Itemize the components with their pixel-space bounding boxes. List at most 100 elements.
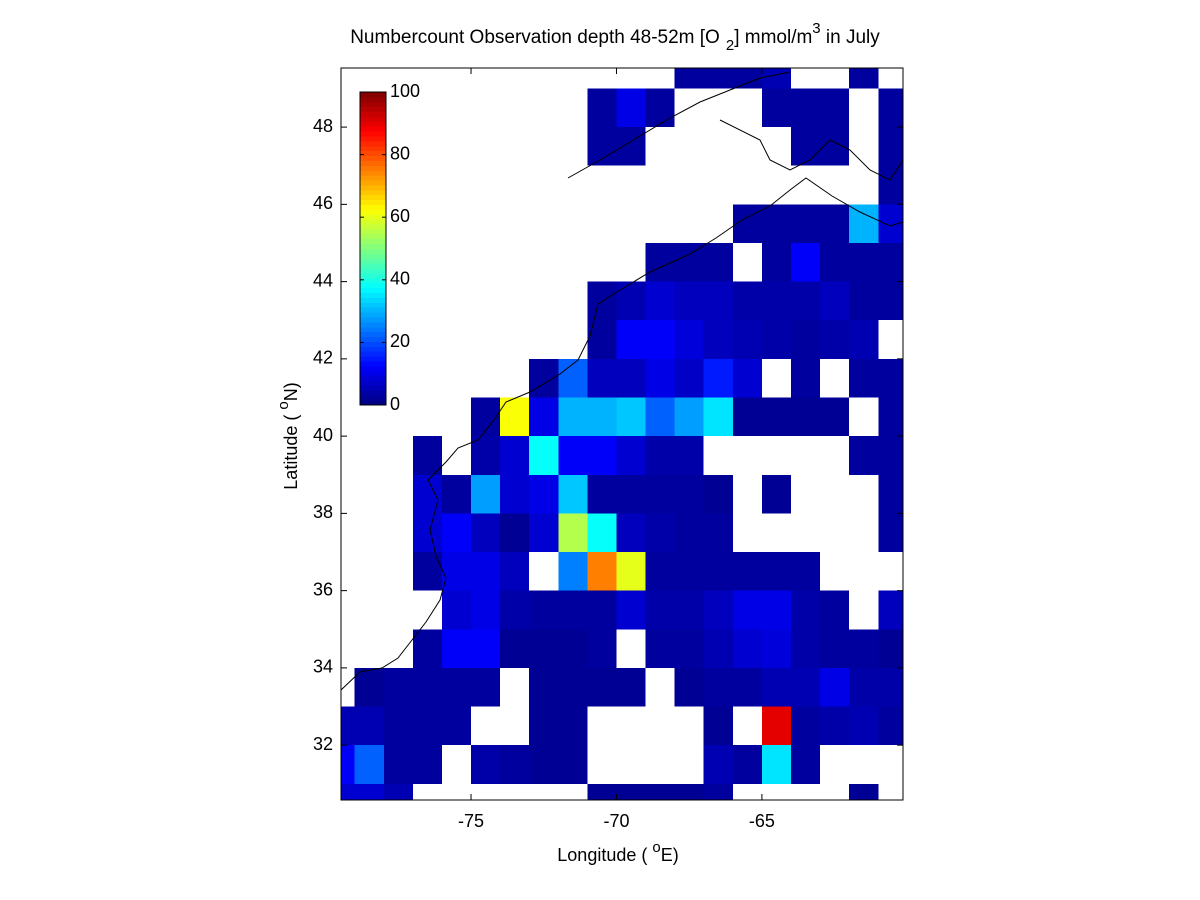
heatmap-cells (341, 68, 903, 800)
heatmap-cell (616, 88, 646, 128)
heatmap-cell (471, 436, 501, 475)
heatmap-cell (791, 552, 821, 591)
colorbar-swatch (360, 375, 386, 382)
heatmap-cell (587, 127, 617, 166)
heatmap-cell (412, 513, 442, 553)
heatmap-cell (674, 667, 704, 707)
heatmap-cell (412, 629, 442, 668)
x-tick-label: -70 (603, 811, 629, 831)
y-tick-label: 40 (313, 425, 333, 445)
heatmap-cell (791, 358, 821, 398)
heatmap-cell (441, 706, 472, 746)
colorbar-swatch (360, 150, 386, 157)
heatmap-cell (412, 745, 442, 784)
heatmap-cell (558, 552, 588, 591)
heatmap-cell (732, 320, 762, 359)
colorbar-swatch (360, 180, 386, 186)
colorbar-swatch (360, 189, 386, 196)
heatmap-cell (791, 127, 821, 166)
coast-line (567, 71, 791, 179)
coastline (340, 71, 904, 691)
heatmap-cell (761, 281, 792, 321)
heatmap-cell (529, 397, 559, 437)
heatmap-cell (558, 513, 588, 553)
colorbar-swatch (360, 233, 386, 240)
heatmap-cell (878, 474, 903, 514)
y-tick-label: 46 (313, 193, 333, 213)
heatmap-cell (761, 68, 792, 89)
heatmap-cell (820, 281, 850, 321)
heatmap-cell (703, 629, 733, 668)
heatmap-cell (471, 552, 501, 591)
colorbar-swatch (360, 297, 386, 303)
heatmap-cell (616, 474, 646, 514)
colorbar-tick-label: 20 (390, 331, 410, 351)
colorbar-swatch (360, 326, 386, 333)
heatmap-cell (529, 513, 559, 553)
heatmap-cell (500, 474, 530, 514)
heatmap-cell (761, 397, 792, 437)
colorbar-swatch (360, 346, 386, 352)
heatmap-cell (878, 88, 903, 128)
heatmap-cell (820, 706, 850, 746)
heatmap-cell (791, 242, 821, 282)
heatmap-cell (645, 358, 675, 398)
heatmap-cell (587, 513, 617, 553)
heatmap-cell (645, 397, 675, 437)
colorbar-swatch (360, 302, 386, 308)
heatmap-cell (703, 320, 733, 359)
colorbar-swatch (360, 111, 386, 117)
colorbar-swatch (360, 199, 386, 205)
heatmap-cell (791, 397, 821, 437)
heatmap-cell (791, 204, 821, 243)
heatmap-cell (761, 590, 792, 630)
heatmap-cell (674, 513, 704, 553)
heatmap-cell (849, 436, 879, 475)
colorbar-swatch (360, 277, 386, 284)
heatmap-cell (645, 242, 675, 282)
heatmap-cell (703, 281, 733, 321)
heatmap-cell (412, 436, 442, 475)
heatmap-cell (616, 667, 646, 707)
heatmap-cell (645, 513, 675, 553)
heatmap-cell (878, 397, 903, 437)
heatmap-cell (674, 397, 704, 437)
colorbar-swatch (360, 194, 386, 201)
colorbar-swatch (360, 292, 386, 298)
heatmap-cell (645, 88, 675, 128)
heatmap-cell (383, 745, 413, 784)
colorbar-swatch (360, 126, 386, 132)
heatmap-cell (587, 474, 617, 514)
heatmap-cell (674, 629, 704, 668)
colorbar-swatch (360, 209, 386, 215)
colorbar-tick-label: 100 (390, 81, 420, 101)
heatmap-cell (471, 667, 501, 707)
colorbar-swatch (360, 204, 386, 210)
colorbar-swatch (360, 385, 386, 391)
y-tick-label: 36 (313, 579, 333, 599)
colorbar-swatch (360, 258, 386, 264)
heatmap-cell (354, 706, 384, 746)
heatmap-cell (674, 358, 704, 398)
heatmap-cell (471, 745, 501, 784)
heatmap-cell (820, 127, 850, 166)
heatmap-cell (558, 590, 588, 630)
heatmap-cell (529, 667, 559, 707)
colorbar-swatch (360, 160, 386, 166)
heatmap-cell (732, 281, 762, 321)
heatmap-cell (820, 590, 850, 630)
heatmap-cell (645, 436, 675, 475)
heatmap-cell (703, 397, 733, 437)
heatmap-cell (616, 358, 646, 398)
heatmap-cell (878, 513, 903, 553)
heatmap-cell (820, 88, 850, 128)
heatmap-cell (383, 783, 413, 800)
colorbar-swatch (360, 140, 386, 147)
heatmap-cell (791, 706, 821, 746)
heatmap-cell (471, 474, 501, 514)
colorbar-swatch (360, 214, 386, 220)
heatmap-cell (500, 745, 530, 784)
heatmap-cell (878, 127, 903, 166)
heatmap-cell (732, 590, 762, 630)
